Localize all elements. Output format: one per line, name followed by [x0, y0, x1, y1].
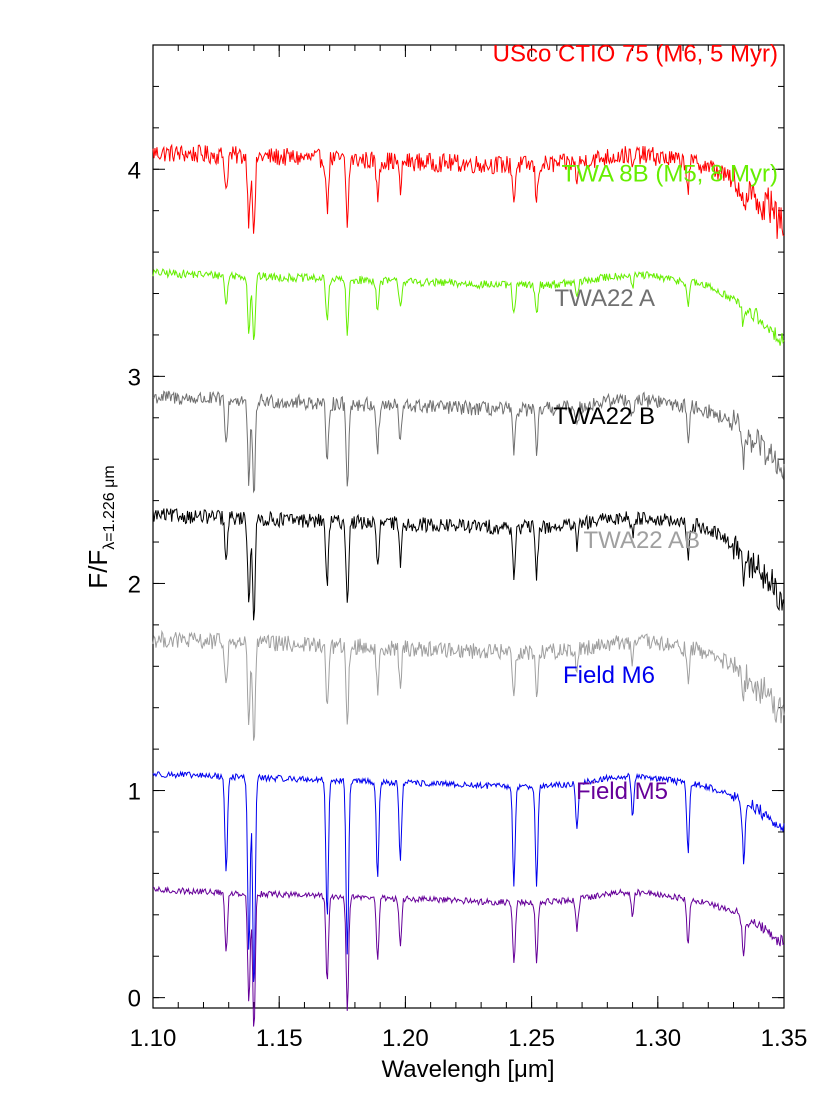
y-tick-label: 4 — [128, 157, 141, 184]
x-tick-label: 1.10 — [130, 1025, 177, 1052]
y-tick-label: 1 — [128, 779, 141, 806]
series-labels: USco CTIO 75 (M6, 5 Myr) TWA 8B (M5, 8 My… — [493, 41, 778, 805]
x-tick-label: 1.20 — [382, 1025, 429, 1052]
series-label: USco CTIO 75 (M6, 5 Myr) — [493, 41, 778, 68]
y-axis-label-main: F/F — [83, 550, 113, 589]
plot-area-frame — [152, 44, 785, 1009]
series-line-twa22-ab — [152, 629, 785, 741]
x-axis-label: Wavelengh [μm] — [381, 1056, 554, 1083]
spectra-series — [152, 143, 785, 1027]
series-label: TWA22 B — [553, 403, 655, 430]
y-tick-label: 3 — [128, 364, 141, 391]
series-line-twa22-a — [152, 390, 785, 494]
series-label: Field M5 — [576, 778, 668, 805]
series-line-field-m5 — [152, 885, 785, 1027]
series-line-usco-ctio-75-m6-5-myr — [152, 143, 785, 239]
y-tick-label: 2 — [128, 571, 141, 598]
series-label: Field M6 — [563, 662, 655, 689]
x-tick-label: 1.35 — [761, 1025, 808, 1052]
x-tick-label: 1.25 — [508, 1025, 555, 1052]
y-tick-label: 0 — [128, 986, 141, 1013]
x-tick-label: 1.30 — [634, 1025, 681, 1052]
y-axis-label-subscript: λ=1.226 μm — [101, 465, 118, 549]
y-axis-label: F/Fλ=1.226 μm — [83, 465, 118, 588]
axis-ticks: 1.10 1.15 1.20 1.25 1.30 1.35 0 1 2 3 4 — [128, 45, 808, 1052]
svg-text:F/Fλ=1.226 μm: F/Fλ=1.226 μm — [83, 465, 118, 588]
x-tick-label: 1.15 — [256, 1025, 303, 1052]
series-line-field-m6 — [152, 770, 785, 983]
series-label: TWA22 A — [555, 285, 655, 312]
series-label: TWA22 AB — [584, 527, 700, 554]
series-line-twa-8b-m5-8-myr — [152, 267, 785, 346]
series-line-twa22-b — [152, 508, 785, 621]
series-label: TWA 8B (M5, 8 Myr) — [562, 161, 778, 188]
